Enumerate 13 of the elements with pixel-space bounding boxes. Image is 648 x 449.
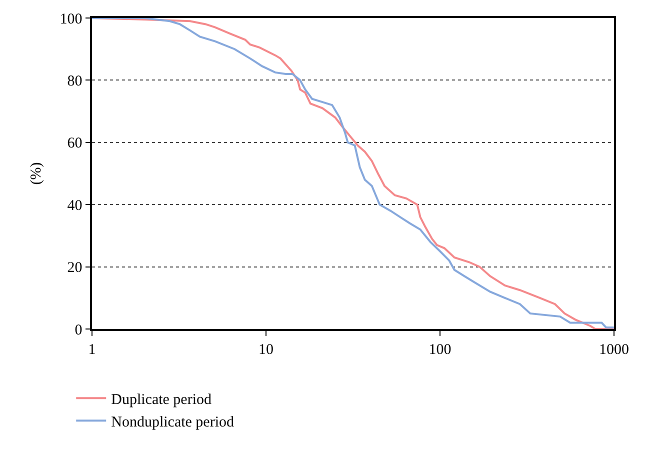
- y-tick-label: 80: [67, 73, 82, 90]
- y-tick-label: 0: [74, 322, 82, 338]
- legend-label: Duplicate period: [111, 392, 212, 408]
- x-tick-label: 1: [88, 342, 96, 358]
- y-tick-label: 60: [67, 136, 82, 152]
- x-tick-label: 100: [428, 342, 452, 358]
- y-tick-label: 100: [60, 11, 82, 28]
- y-tick-label: 20: [67, 260, 82, 276]
- y-tick-label: 40: [67, 198, 82, 214]
- x-tick-label: 10: [258, 342, 274, 358]
- legend-label: Nonduplicate period: [111, 414, 234, 430]
- y-axis-title: (%): [28, 162, 44, 185]
- x-tick-label: 1000: [599, 342, 629, 358]
